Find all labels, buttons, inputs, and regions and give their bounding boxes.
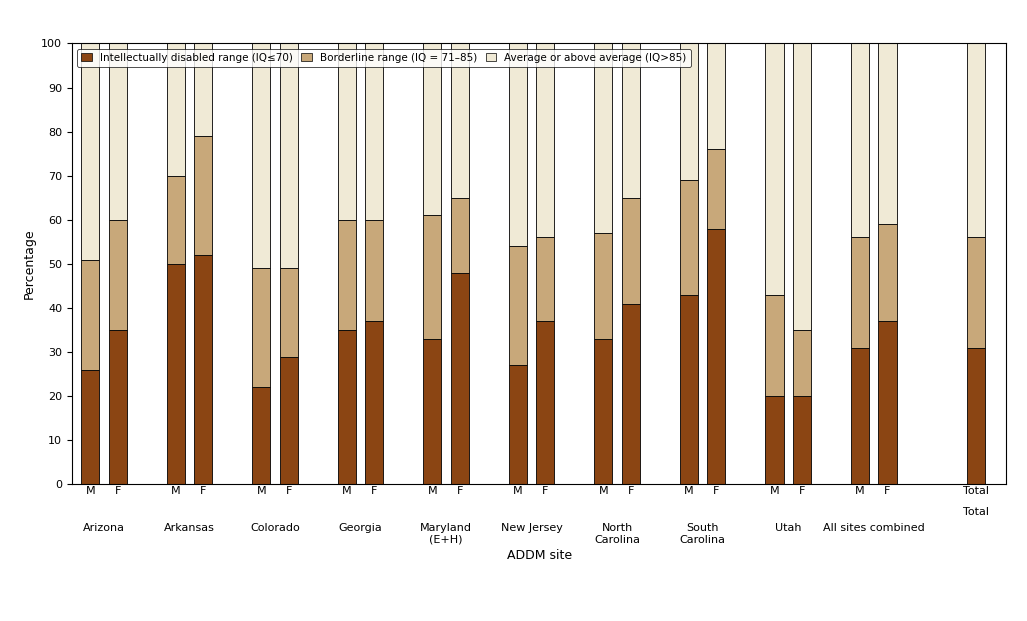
Bar: [680, 43, 698, 180]
Bar: [708, 229, 725, 484]
Bar: [878, 224, 897, 321]
Bar: [365, 43, 383, 220]
Bar: [365, 220, 383, 321]
Bar: [850, 237, 869, 348]
Bar: [252, 388, 270, 484]
Bar: [279, 43, 298, 268]
Bar: [536, 321, 555, 484]
Bar: [793, 396, 811, 484]
Bar: [194, 136, 213, 255]
Bar: [451, 197, 469, 273]
Bar: [878, 43, 897, 224]
Text: Arkansas: Arkansas: [164, 524, 215, 533]
Bar: [508, 365, 527, 484]
Bar: [423, 215, 442, 339]
Bar: [793, 43, 811, 330]
Bar: [595, 43, 612, 233]
Bar: [708, 149, 725, 229]
Text: Total: Total: [963, 507, 989, 517]
Bar: [621, 197, 640, 304]
Text: Arizona: Arizona: [83, 524, 125, 533]
Bar: [765, 396, 784, 484]
Text: Georgia: Georgia: [339, 524, 382, 533]
Bar: [850, 43, 869, 237]
Bar: [966, 43, 985, 237]
Text: North
Carolina: North Carolina: [594, 524, 640, 545]
Bar: [279, 356, 298, 484]
Bar: [508, 247, 527, 365]
Bar: [365, 321, 383, 484]
Bar: [966, 348, 985, 484]
Bar: [109, 330, 127, 484]
Bar: [423, 339, 442, 484]
Bar: [765, 43, 784, 295]
Text: South
Carolina: South Carolina: [680, 524, 725, 545]
Bar: [423, 43, 442, 215]
Legend: Intellectually disabled range (IQ≤70), Borderline range (IQ = 71–85), Average or: Intellectually disabled range (IQ≤70), B…: [77, 48, 691, 67]
Bar: [166, 176, 185, 264]
Bar: [621, 43, 640, 197]
X-axis label: ADDM site: ADDM site: [506, 548, 572, 561]
Bar: [708, 43, 725, 149]
Bar: [81, 43, 100, 260]
Text: New Jersey: New Jersey: [500, 524, 563, 533]
Bar: [109, 220, 127, 330]
Bar: [878, 321, 897, 484]
Bar: [793, 330, 811, 396]
Text: All sites combined: All sites combined: [823, 524, 924, 533]
Bar: [279, 268, 298, 356]
Bar: [850, 348, 869, 484]
Text: Maryland
(E+H): Maryland (E+H): [420, 524, 472, 545]
Bar: [338, 220, 356, 330]
Bar: [508, 43, 527, 247]
Bar: [81, 369, 100, 484]
Bar: [536, 237, 555, 321]
Bar: [194, 43, 213, 136]
Bar: [595, 339, 612, 484]
Text: Colorado: Colorado: [251, 524, 300, 533]
Y-axis label: Percentage: Percentage: [23, 229, 36, 299]
Bar: [252, 43, 270, 268]
Bar: [680, 295, 698, 484]
Bar: [194, 255, 213, 484]
Bar: [451, 273, 469, 484]
Bar: [680, 180, 698, 295]
Bar: [81, 260, 100, 369]
Bar: [595, 233, 612, 339]
Bar: [338, 330, 356, 484]
Bar: [451, 43, 469, 197]
Bar: [536, 43, 555, 237]
Bar: [109, 43, 127, 220]
Bar: [252, 268, 270, 388]
Bar: [765, 295, 784, 396]
Bar: [966, 237, 985, 348]
Bar: [338, 43, 356, 220]
Text: Utah: Utah: [774, 524, 801, 533]
Bar: [621, 304, 640, 484]
Bar: [166, 264, 185, 484]
Bar: [166, 43, 185, 176]
